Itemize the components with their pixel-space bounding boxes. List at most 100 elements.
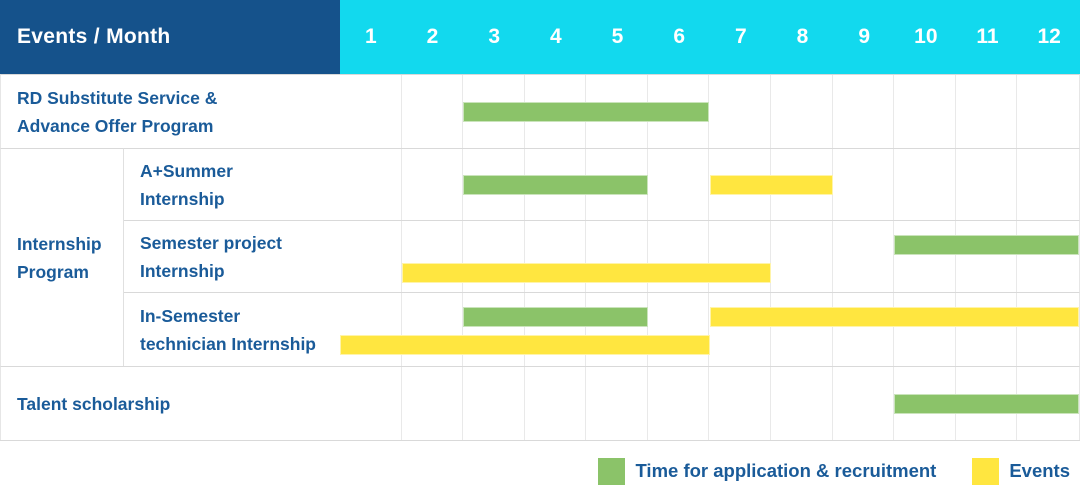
label-line: RD Substitute Service &: [17, 87, 218, 108]
gridline-cell: [894, 293, 956, 366]
month-gridlines: [340, 75, 1079, 148]
month-label: 2: [426, 25, 439, 48]
gridline-cell: [709, 75, 772, 148]
gridline-cell: [340, 293, 402, 366]
table-header: Events / Month 1 2 3 4 5 6 7 8 9 10 11 12: [0, 0, 1080, 74]
gridline-cell: [586, 293, 648, 366]
gridline-cell: [648, 367, 710, 440]
bar-recruitment: [463, 307, 648, 327]
legend-swatch-event: [972, 457, 1000, 485]
chart-row-in-semester-technician: [340, 292, 1080, 366]
month-label: 3: [488, 25, 500, 48]
gridline-cell: [894, 149, 956, 220]
gridline-cell: [463, 367, 525, 440]
chart-row-rd-substitute: [340, 74, 1080, 148]
gridline-cell: [586, 367, 648, 440]
gridline-cell: [340, 221, 402, 292]
legend: Time for application & recruitment Events: [0, 441, 1080, 495]
bar-recruitment: [463, 101, 710, 122]
chart-row-talent-scholarship: [340, 366, 1080, 440]
bar-event: [401, 263, 772, 283]
gridline-cell: [1017, 221, 1079, 292]
gridline-cell: [771, 221, 833, 292]
label-line: Internship: [17, 233, 102, 254]
gridline-cell: [956, 293, 1018, 366]
month-label: 5: [611, 25, 624, 48]
month-gridlines: [340, 293, 1079, 366]
gridline-cell: [833, 149, 895, 220]
legend-label-event: Events: [1009, 460, 1070, 481]
month-gridlines: [340, 221, 1079, 292]
month-label: 12: [1037, 25, 1061, 48]
row-label-rd-substitute: RD Substitute Service & Advance Offer Pro…: [0, 74, 340, 148]
row-label-talent-scholarship: Talent scholarship: [0, 366, 340, 440]
legend-label-recruitment: Time for application & recruitment: [635, 460, 937, 481]
row-label-a-plus-summer: A+Summer Internship: [124, 148, 340, 220]
gridline-cell: [771, 293, 833, 366]
group-label-internship: Internship Program: [0, 148, 124, 366]
month-label: 8: [796, 25, 809, 48]
gridline-cell: [771, 367, 833, 440]
gridline-cell: [956, 149, 1018, 220]
month-label: 11: [976, 25, 999, 48]
bar-recruitment: [894, 393, 1079, 414]
gridline-cell: [402, 75, 464, 148]
gridline-cell: [586, 221, 648, 292]
bar-recruitment: [894, 235, 1079, 255]
gridline-cell: [340, 149, 402, 220]
gridline-cell: [833, 221, 895, 292]
month-label: 1: [364, 25, 377, 48]
gridline-cell: [771, 75, 833, 148]
gridline-cell: [709, 367, 772, 440]
gridline-cell: [1017, 149, 1079, 220]
header-title: Events / Month: [17, 25, 171, 48]
gridline-cell: [648, 221, 710, 292]
row-label-in-semester-technician: In-Semester technician Internship: [124, 292, 340, 366]
gridline-cell: [709, 293, 772, 366]
label-line: technician Internship: [140, 333, 316, 354]
label-line: Semester project: [140, 232, 283, 253]
label-line: Internship: [140, 188, 225, 209]
gridline-cell: [833, 367, 895, 440]
gridline-cell: [463, 293, 525, 366]
gridline-cell: [525, 367, 587, 440]
gridline-cell: [648, 149, 710, 220]
gridline-cell: [1017, 75, 1079, 148]
month-label: 4: [549, 25, 562, 48]
month-label: 6: [673, 25, 685, 48]
gridline-cell: [402, 221, 464, 292]
gridline-cell: [956, 221, 1018, 292]
gridline-cell: [463, 221, 525, 292]
gridline-cell: [340, 75, 402, 148]
bar-event: [340, 335, 710, 355]
chart-row-semester-project: [340, 220, 1080, 292]
gridline-cell: [1017, 293, 1079, 366]
gantt-body: RD Substitute Service & Advance Offer Pro…: [0, 74, 1080, 441]
bar-event: [709, 307, 1079, 327]
gridline-cell: [833, 293, 895, 366]
label-line: A+Summer: [140, 160, 233, 181]
gridline-cell: [894, 221, 956, 292]
gridline-cell: [340, 367, 402, 440]
chart-row-a-plus-summer: [340, 148, 1080, 220]
label-line: Advance Offer Program: [17, 115, 214, 136]
label-line: In-Semester: [140, 305, 241, 326]
legend-item-recruitment: Time for application & recruitment: [598, 457, 937, 485]
month-label: 9: [858, 25, 870, 48]
month-header-row: 1 2 3 4 5 6 7 8 9 10 11 12: [340, 0, 1080, 74]
legend-swatch-recruitment: [598, 457, 626, 485]
month-label: 7: [734, 25, 747, 48]
label-line: Talent scholarship: [17, 393, 171, 414]
label-line: Internship: [140, 260, 225, 281]
gridline-cell: [402, 149, 464, 220]
month-label: 10: [914, 25, 938, 48]
label-line: Program: [17, 261, 89, 282]
gridline-cell: [956, 75, 1018, 148]
gridline-cell: [402, 367, 464, 440]
legend-item-event: Events: [972, 457, 1070, 485]
bar-recruitment: [463, 174, 648, 195]
bar-event: [709, 174, 833, 195]
gridline-cell: [833, 75, 895, 148]
gridline-cell: [709, 221, 772, 292]
gridline-cell: [894, 75, 956, 148]
